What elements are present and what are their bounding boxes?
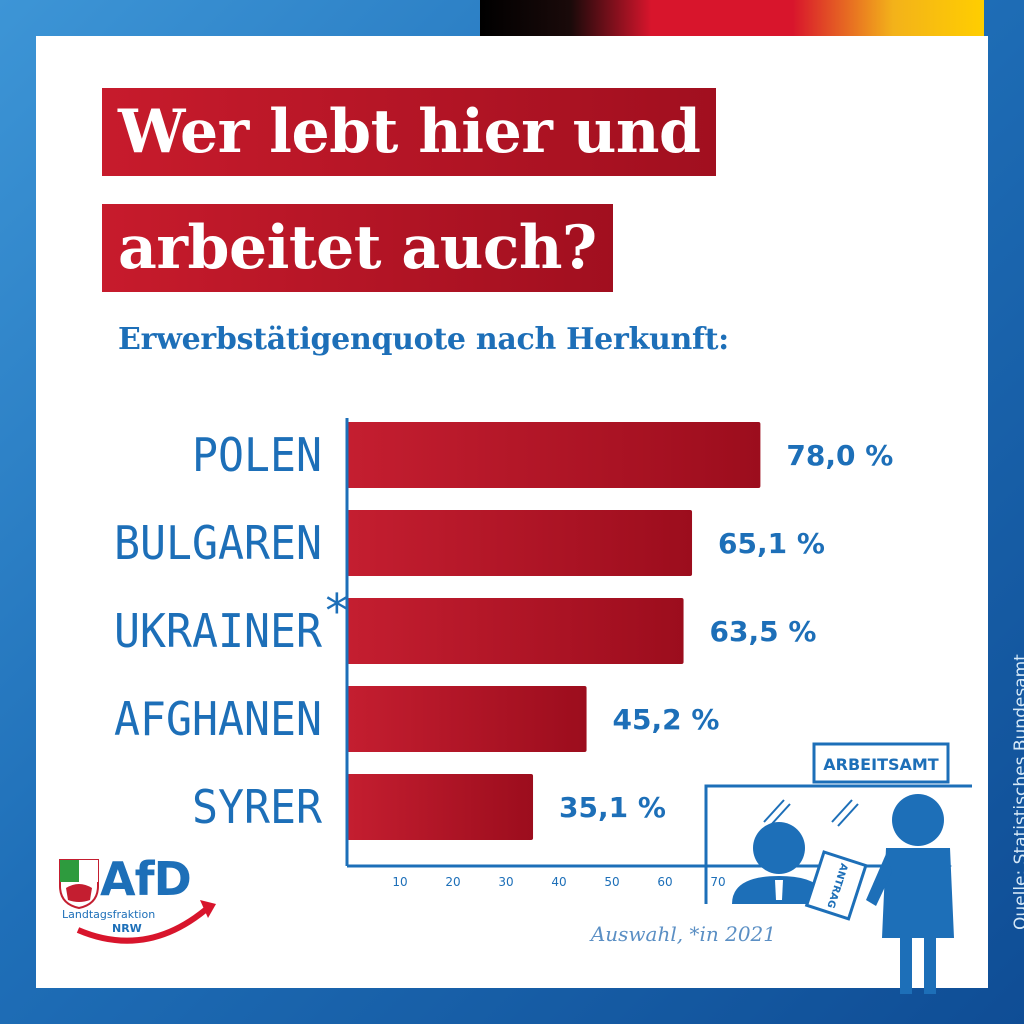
x-tick-label-4: 50 — [604, 875, 619, 889]
window-glint-3 — [831, 799, 853, 823]
arbeitsamt-sign-text: ARBEITSAMT — [823, 755, 939, 774]
logo-region: NRW — [112, 922, 142, 935]
arbeitsamt-sign-box — [812, 742, 950, 784]
nrw-coat-of-arms-icon — [59, 859, 99, 910]
category-label-2: UKRAINER — [114, 604, 322, 658]
antrag-document-icon: ANTRAG — [804, 850, 868, 921]
category-label-0: POLEN — [192, 428, 322, 482]
afd-logo-text: AfD — [100, 852, 192, 906]
bar-0 — [347, 422, 761, 488]
category-label-1: BULGAREN — [114, 516, 322, 570]
value-label-2: 63,5 % — [710, 615, 817, 648]
bar-chart: POLEN 78,0 %BULGAREN 65,1 %UKRAINER * 63,5 %… — [114, 418, 952, 889]
seated-person-icon — [732, 822, 826, 904]
x-tick-label-6: 70 — [710, 875, 725, 889]
x-tick-label-3: 40 — [551, 875, 566, 889]
window-glint-2 — [769, 803, 791, 827]
bar-1 — [347, 510, 693, 576]
bar-4 — [347, 774, 534, 840]
x-tick-label-5: 60 — [657, 875, 672, 889]
title-line-2: arbeitet auch? — [102, 204, 613, 292]
german-flag-stripe — [480, 0, 984, 36]
chart-note: Auswahl, *in 2021 — [590, 922, 776, 946]
value-label-1: 65,1 % — [718, 527, 825, 560]
employment-office-illustration: ARBEITSAMT ANTRAG — [704, 742, 972, 994]
x-tick-label-0: 10 — [392, 875, 407, 889]
title-line-1: Wer lebt hier und — [102, 88, 717, 176]
x-tick-label-2: 30 — [498, 875, 513, 889]
source-note: Quelle: Statistisches Bundesamt — [1011, 654, 1024, 930]
logo-subtitle: Landtagsfraktion — [62, 908, 156, 921]
x-tick-label-1: 20 — [445, 875, 460, 889]
content-card: Wer lebt hier und arbeitet auch? Erwerbs… — [36, 36, 988, 994]
standing-person-icon — [866, 794, 954, 994]
value-label-4: 35,1 % — [559, 791, 666, 824]
category-label-4: SYRER — [192, 780, 322, 834]
red-swoosh-arrow-icon — [76, 900, 216, 944]
bar-2 — [347, 598, 684, 664]
category-label-3: AFGHANEN — [114, 692, 322, 746]
bar-3 — [347, 686, 587, 752]
value-label-3: 45,2 % — [613, 703, 720, 736]
window-glint-4 — [837, 803, 859, 827]
window-glint-1 — [763, 799, 785, 823]
afd-nrw-logo: AfD Landtagsfraktion NRW — [28, 852, 258, 962]
value-label-0: 78,0 % — [786, 439, 893, 472]
chart-subtitle: Erwerbstätigenquote nach Herkunft: — [118, 322, 729, 357]
counter-window-frame — [704, 784, 972, 904]
